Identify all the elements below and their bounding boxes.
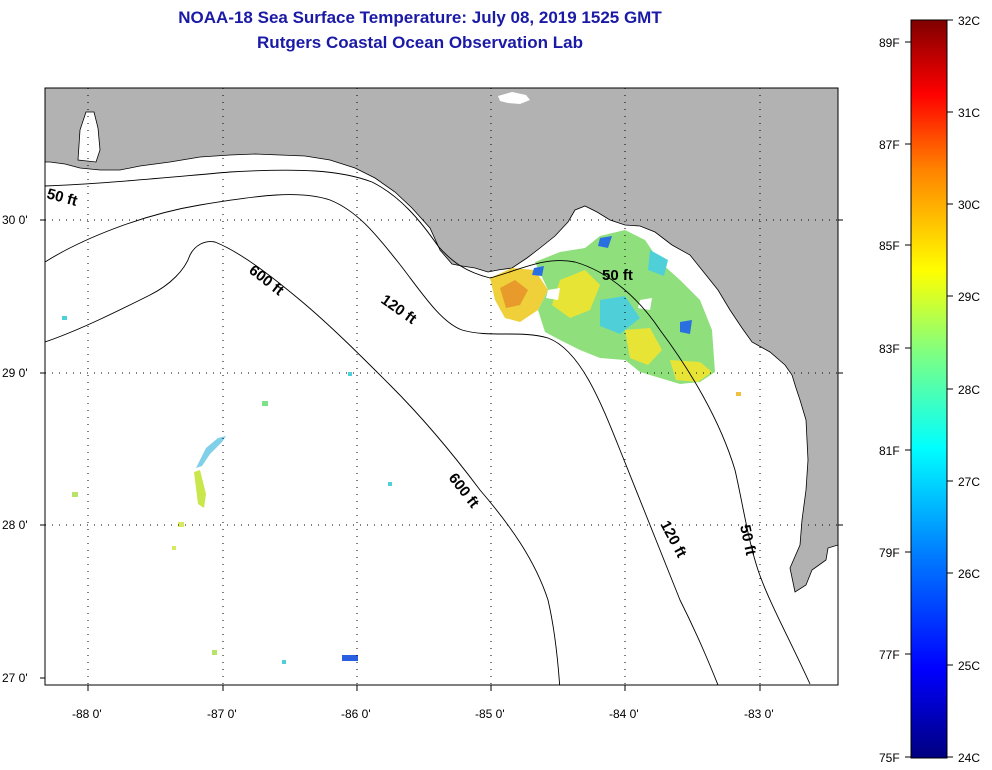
bathymetry-contours (45, 169, 811, 685)
landmass (45, 88, 838, 593)
celsius-label: 25C (958, 659, 980, 673)
celsius-label: 27C (958, 475, 980, 489)
celsius-label: 28C (958, 383, 980, 397)
colorbar (910, 19, 948, 759)
fahrenheit-label: 89F (879, 36, 900, 50)
lat-label: 27 0' (2, 671, 28, 685)
contour-600ft (45, 241, 561, 685)
map-frame (44, 87, 839, 686)
lon-label: -85 0' (475, 707, 505, 721)
fahrenheit-label: 77F (879, 648, 900, 662)
celsius-label: 24C (958, 751, 980, 765)
axis-ticks (40, 219, 843, 691)
lon-label: -86 0' (341, 707, 371, 721)
graticule (45, 88, 838, 685)
lat-label: 29 0' (2, 366, 28, 380)
sst-data (62, 230, 741, 664)
celsius-label: 30C (958, 198, 980, 212)
lon-label: -87 0' (207, 707, 237, 721)
lon-label: -83 0' (744, 707, 774, 721)
contour-label: 50 ft (602, 267, 633, 284)
fahrenheit-label: 75F (879, 751, 900, 765)
fahrenheit-label: 79F (879, 546, 900, 560)
lon-label: -84 0' (609, 707, 639, 721)
lat-label: 28 0' (2, 518, 28, 532)
colorbar-ticks (905, 19, 953, 758)
fahrenheit-label: 85F (879, 239, 900, 253)
fahrenheit-label: 87F (879, 138, 900, 152)
lake (498, 92, 530, 104)
celsius-label: 29C (958, 290, 980, 304)
celsius-label: 31C (958, 106, 980, 120)
contour-50ft (45, 169, 811, 685)
contour-label: 50 ft (736, 523, 759, 557)
lon-label: -88 0' (72, 707, 102, 721)
celsius-label: 32C (958, 14, 980, 28)
map-subtitle: Rutgers Coastal Ocean Observation Lab (257, 33, 583, 52)
lat-label: 30 0' (2, 213, 28, 227)
mobile-bay (77, 111, 101, 163)
celsius-label: 26C (958, 567, 980, 581)
fahrenheit-label: 81F (879, 444, 900, 458)
colorbar-fahrenheit-labels: 89F 87F 85F 83F 81F 79F 77F 75F (879, 36, 900, 765)
fahrenheit-label: 83F (879, 342, 900, 356)
colorbar-celsius-labels: 32C 31C 30C 29C 28C 27C 26C 25C 24C (958, 14, 980, 765)
contour-120ft (45, 194, 719, 685)
map-title: NOAA-18 Sea Surface Temperature: July 08… (178, 8, 662, 27)
